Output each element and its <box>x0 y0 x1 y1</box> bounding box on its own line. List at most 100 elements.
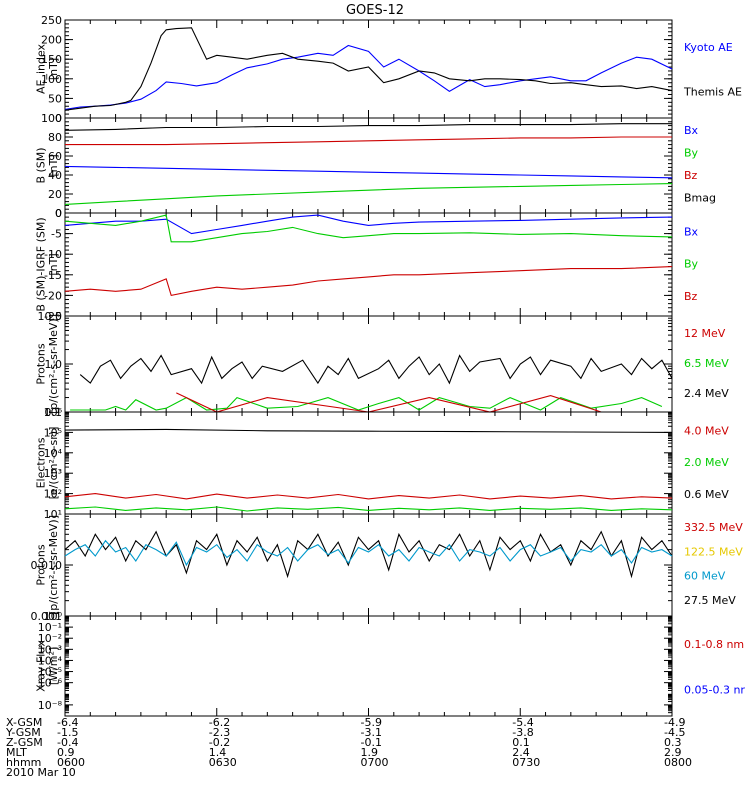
series-by <box>64 183 673 205</box>
panel-frame <box>64 615 673 717</box>
series-bmag <box>64 123 672 131</box>
y-tick-label: 200 <box>41 34 62 47</box>
series-kyoto-ae <box>64 44 673 110</box>
ephemeris-value: -0.1 <box>361 736 382 749</box>
ephemeris-value: 0.3 <box>664 736 682 749</box>
legend-entry: Themis AE <box>683 86 742 99</box>
ephemeris-row-label: Y-GSM <box>5 726 41 739</box>
y-axis-label-line: B (SM) <box>35 147 48 183</box>
ephemeris-row-label: Z-GSM <box>6 736 43 749</box>
ephemeris-value: -1.5 <box>57 726 78 739</box>
y-tick-label: 0.1 <box>45 406 63 419</box>
ephemeris-value: -4.5 <box>664 726 685 739</box>
y-axis-label: B (SM)[nT] <box>35 147 60 183</box>
y-tick-label: 10² <box>44 488 62 501</box>
ephemeris-table: X-GSM -6.4 -6.2 -5.9 -5.4 -4.9 Y-GSM -1.5 -2.3 -3… <box>5 716 692 769</box>
legend-entry: By <box>684 146 699 159</box>
legend-entry: 122.5 MeV <box>684 545 743 558</box>
ephemeris-value: -0.4 <box>57 736 78 749</box>
panel-bdiff: -25-20-15-10-50B (SM)-IGRF (SM)[nT]BxByB… <box>35 207 699 323</box>
ephemeris-row-label: hhmm <box>6 756 41 769</box>
y-tick-label: 10⁻⁸ <box>38 699 63 712</box>
ephemeris-value: -4.9 <box>664 716 685 729</box>
y-tick-label: 10⁻¹ <box>38 621 62 634</box>
y-tick-label: 10¹ <box>44 508 62 521</box>
series-0-6-mev <box>64 428 673 433</box>
y-axis-label-line: [nT] <box>47 253 60 275</box>
y-axis-label: Electrons[e/(cm²-s-sr)] <box>35 427 60 500</box>
legend-entry: 0.05-0.3 nr <box>684 683 745 696</box>
y-tick-label: 10⁶ <box>44 406 63 419</box>
legend-entry: Kyoto AE <box>684 41 733 54</box>
y-tick-label: 100 <box>41 112 62 125</box>
ephemeris-value: -5.4 <box>512 716 533 729</box>
series-12-mev <box>176 392 602 413</box>
series-by <box>64 214 673 243</box>
series-bx <box>64 214 673 235</box>
y-tick-label: -5 <box>51 228 62 241</box>
y-tick-label: 0.010 <box>31 559 63 572</box>
y-axis-label-line: Protons <box>35 544 48 585</box>
ephemeris-value: -6.4 <box>57 716 78 729</box>
ephemeris-value: 0700 <box>361 756 389 769</box>
y-tick-label: 10⁴ <box>44 447 63 460</box>
series-27-5-mev <box>64 530 673 579</box>
y-axis-label-line: Xray Flux <box>35 640 48 692</box>
y-tick-label: 40 <box>48 169 62 182</box>
y-tick-label: 150 <box>41 53 62 66</box>
series-bz <box>65 136 672 146</box>
legend-entry: 2.0 MeV <box>684 456 729 469</box>
series-themis-ae <box>64 27 673 111</box>
y-tick-label: -25 <box>44 310 62 323</box>
panel-bsm: 0 20 40 60 80 100 B (SM)[nT] Bx By Bz Bmag <box>35 112 716 220</box>
y-tick-label: -20 <box>44 289 62 302</box>
series-2-4-mev <box>79 354 673 385</box>
y-axis-label-line: [p/(cm²-s-sr-MeV)] <box>47 314 60 414</box>
series-4-0-mev <box>64 493 673 500</box>
y-axis-label-line: [nT] <box>47 58 60 80</box>
ephemeris-value: 0.1 <box>512 736 530 749</box>
ephemeris-value: -6.2 <box>209 716 230 729</box>
y-tick-label: 10⁻⁵ <box>38 666 62 679</box>
y-tick-label: 1.0 <box>45 358 63 371</box>
legend-entry: 6.5 MeV <box>684 357 729 370</box>
panel-frame <box>64 513 673 617</box>
legend-entry: By <box>684 258 699 271</box>
legend-entry: 2.4 MeV <box>684 387 729 400</box>
y-tick-label: 0 <box>55 207 62 220</box>
panel-ae: 0 50 100 150 200 250 AE_index[nT] Kyoto AE Themi… <box>35 14 742 125</box>
legend-entry: 0.1-0.8 nm <box>684 638 744 651</box>
ephemeris-value: 1.9 <box>361 746 379 759</box>
panel-frame <box>64 212 673 317</box>
legend-entry: Bmag <box>684 192 716 205</box>
y-tick-label: 60 <box>48 150 62 163</box>
panel-frame <box>64 19 673 119</box>
ephemeris-value: 2.9 <box>664 746 682 759</box>
y-axis-label: Protons[p/(cm²-s-sr-MeV)] <box>35 314 60 414</box>
legend-entry: 60 MeV <box>684 570 726 583</box>
y-axis-label: AE_index[nT] <box>35 43 60 94</box>
y-axis-label-line: [nT] <box>47 154 60 176</box>
y-axis-label-line: [e/(cm²-s-sr)] <box>47 427 60 500</box>
legend-entry: 332.5 MeV <box>684 521 743 534</box>
y-tick-label: 10⁻⁴ <box>38 654 63 667</box>
ephemeris-value: 0.9 <box>57 746 75 759</box>
y-tick-label: 0 <box>55 112 62 125</box>
y-tick-label: 10⁻² <box>38 632 62 645</box>
ephemeris-value: -0.2 <box>209 736 230 749</box>
series-6-5-mev <box>70 396 663 411</box>
legend-entry: Bz <box>684 290 698 303</box>
y-tick-label: -15 <box>44 269 62 282</box>
y-tick-label: 20 <box>48 188 62 201</box>
y-axis-label: Xray Flux[W/m²] <box>35 640 60 692</box>
y-tick-label: -10 <box>44 248 62 261</box>
legend-entry: 0.6 MeV <box>684 488 729 501</box>
series-bz <box>64 266 673 297</box>
y-axis-label: B (SM)-IGRF (SM)[nT] <box>35 217 60 311</box>
y-axis-label-line: [p/(cm²-s-sr-MeV)] <box>47 515 60 615</box>
y-tick-label: 10⁰ <box>44 610 63 623</box>
